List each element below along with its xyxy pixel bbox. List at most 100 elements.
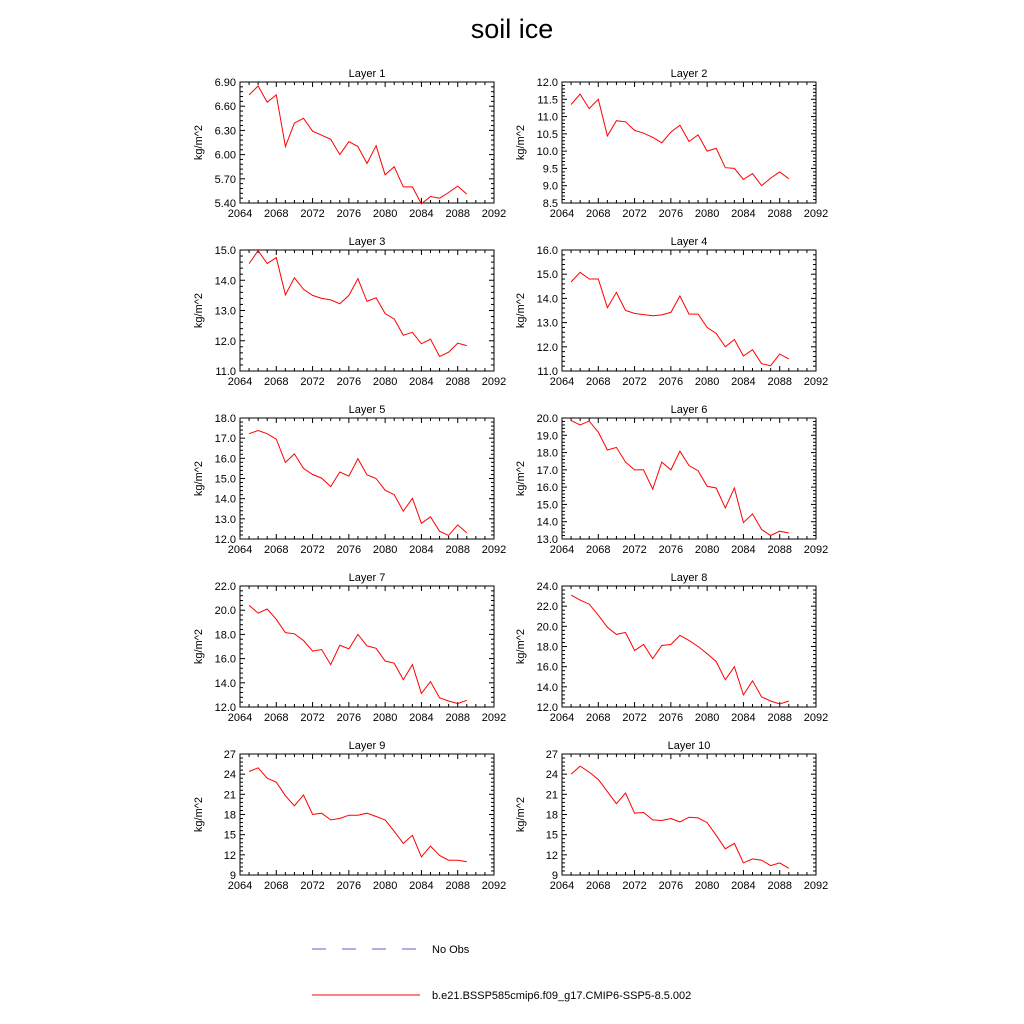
y-tick-label: 16.0 — [537, 662, 558, 674]
x-tick-label: 2088 — [445, 376, 469, 388]
plot-frame — [239, 249, 495, 372]
y-tick-label: 12.0 — [537, 77, 558, 89]
panel-layer-8: Layer 8 kg/m^2 2064 2068 2072 2076 2080 2084 208… — [515, 572, 828, 724]
y-tick-label: 27 — [546, 749, 558, 761]
panel-layer-1: Layer 1 kg/m^2 2064 2068 2072 2076 2080 2084 208… — [193, 68, 506, 220]
series-line — [248, 767, 467, 863]
y-tick-label: 12.0 — [215, 534, 236, 546]
series-line — [570, 420, 789, 537]
legend: No Obs b.e21.BSSP585cmip6.f09_g17.CMIP6-S… — [312, 944, 691, 1002]
panel-title: Layer 3 — [349, 236, 386, 248]
y-tick-label: 6.30 — [215, 125, 236, 137]
y-tick-label: 11.0 — [537, 112, 558, 124]
x-tick-label: 2072 — [300, 376, 324, 388]
x-tick-label: 2088 — [767, 712, 791, 724]
x-tick-label: 2092 — [482, 880, 506, 892]
y-axis-label: kg/m^2 — [193, 629, 205, 664]
plot-frame — [239, 585, 495, 708]
y-tick-label: 20.0 — [537, 621, 558, 633]
x-tick-label: 2068 — [586, 208, 610, 220]
figure-title: soil ice — [470, 14, 554, 44]
y-tick-label: 19.0 — [537, 430, 558, 442]
y-tick-label: 15.0 — [215, 245, 236, 257]
y-tick-label: 11.0 — [537, 366, 558, 378]
y-tick-label: 8.5 — [543, 198, 558, 210]
y-axis-label: kg/m^2 — [193, 293, 205, 328]
plot-frame — [239, 753, 495, 876]
y-tick-label: 10.0 — [537, 146, 558, 158]
x-tick-label: 2080 — [695, 208, 719, 220]
y-tick-label: 17.0 — [215, 433, 236, 445]
x-tick-label: 2076 — [659, 544, 683, 556]
plot-frame — [561, 753, 817, 876]
plot-frame — [561, 81, 817, 204]
panel-title: Layer 7 — [349, 572, 386, 584]
legend-label-model: b.e21.BSSP585cmip6.f09_g17.CMIP6-SSP5-8.… — [432, 990, 691, 1002]
y-tick-label: 24.0 — [537, 581, 558, 593]
y-tick-label: 9.5 — [543, 163, 558, 175]
y-tick-label: 27 — [224, 749, 236, 761]
x-tick-label: 2080 — [695, 544, 719, 556]
x-tick-label: 2088 — [445, 208, 469, 220]
panel-layer-2: Layer 2 kg/m^2 2064 2068 2072 2076 2080 2084 208… — [515, 68, 828, 220]
y-tick-label: 13.0 — [215, 514, 236, 526]
x-tick-label: 2068 — [264, 712, 288, 724]
x-tick-label: 2076 — [659, 712, 683, 724]
x-tick-label: 2084 — [731, 712, 755, 724]
y-tick-label: 12 — [224, 850, 236, 862]
series-line — [570, 594, 789, 705]
x-tick-label: 2068 — [264, 376, 288, 388]
y-tick-label: 9 — [552, 870, 558, 882]
x-tick-label: 2084 — [731, 544, 755, 556]
x-tick-label: 2064 — [550, 712, 574, 724]
y-tick-label: 15 — [224, 830, 236, 842]
y-tick-label: 24 — [546, 769, 558, 781]
series-line — [248, 429, 468, 537]
y-tick-label: 13.0 — [537, 318, 558, 330]
x-tick-label: 2084 — [409, 880, 433, 892]
y-tick-label: 11.5 — [537, 94, 558, 106]
y-axis-label: kg/m^2 — [193, 461, 205, 496]
y-tick-label: 14.0 — [215, 678, 236, 690]
y-tick-label: 20.0 — [537, 413, 558, 425]
panel-layer-3: Layer 3 kg/m^2 2064 2068 2072 2076 2080 2084 208… — [193, 236, 506, 388]
x-tick-label: 2080 — [695, 376, 719, 388]
x-tick-label: 2064 — [228, 712, 252, 724]
panel-title: Layer 8 — [671, 572, 708, 584]
plot-frame — [561, 585, 817, 708]
x-tick-label: 2092 — [482, 712, 506, 724]
y-tick-label: 24 — [224, 769, 236, 781]
series-line — [570, 765, 790, 869]
y-tick-label: 20.0 — [215, 605, 236, 617]
plot-frame — [239, 81, 495, 204]
x-tick-label: 2072 — [300, 712, 324, 724]
y-tick-label: 12.0 — [537, 342, 558, 354]
y-axis-label: kg/m^2 — [515, 125, 527, 160]
x-tick-label: 2068 — [586, 712, 610, 724]
x-tick-label: 2072 — [622, 208, 646, 220]
y-tick-label: 15.0 — [537, 269, 558, 281]
x-tick-label: 2084 — [731, 208, 755, 220]
y-tick-label: 13.0 — [215, 306, 236, 318]
y-tick-label: 22.0 — [537, 601, 558, 613]
y-tick-label: 17.0 — [537, 465, 558, 477]
x-tick-label: 2072 — [622, 712, 646, 724]
x-tick-label: 2084 — [731, 376, 755, 388]
y-tick-label: 9.0 — [543, 181, 558, 193]
series-line — [248, 605, 467, 705]
x-tick-label: 2064 — [228, 880, 252, 892]
x-tick-label: 2064 — [550, 376, 574, 388]
y-tick-label: 6.60 — [215, 101, 236, 113]
y-axis-label: kg/m^2 — [515, 293, 527, 328]
y-tick-label: 9 — [230, 870, 236, 882]
panel-layer-7: Layer 7 kg/m^2 2064 2068 2072 2076 2080 2084 208… — [193, 572, 506, 724]
x-tick-label: 2092 — [482, 544, 506, 556]
x-tick-label: 2088 — [767, 208, 791, 220]
x-tick-label: 2092 — [804, 880, 828, 892]
x-tick-label: 2092 — [804, 376, 828, 388]
x-tick-label: 2076 — [337, 208, 361, 220]
y-tick-label: 14.0 — [537, 682, 558, 694]
panel-layer-5: Layer 5 kg/m^2 2064 2068 2072 2076 2080 2084 208… — [193, 404, 506, 556]
